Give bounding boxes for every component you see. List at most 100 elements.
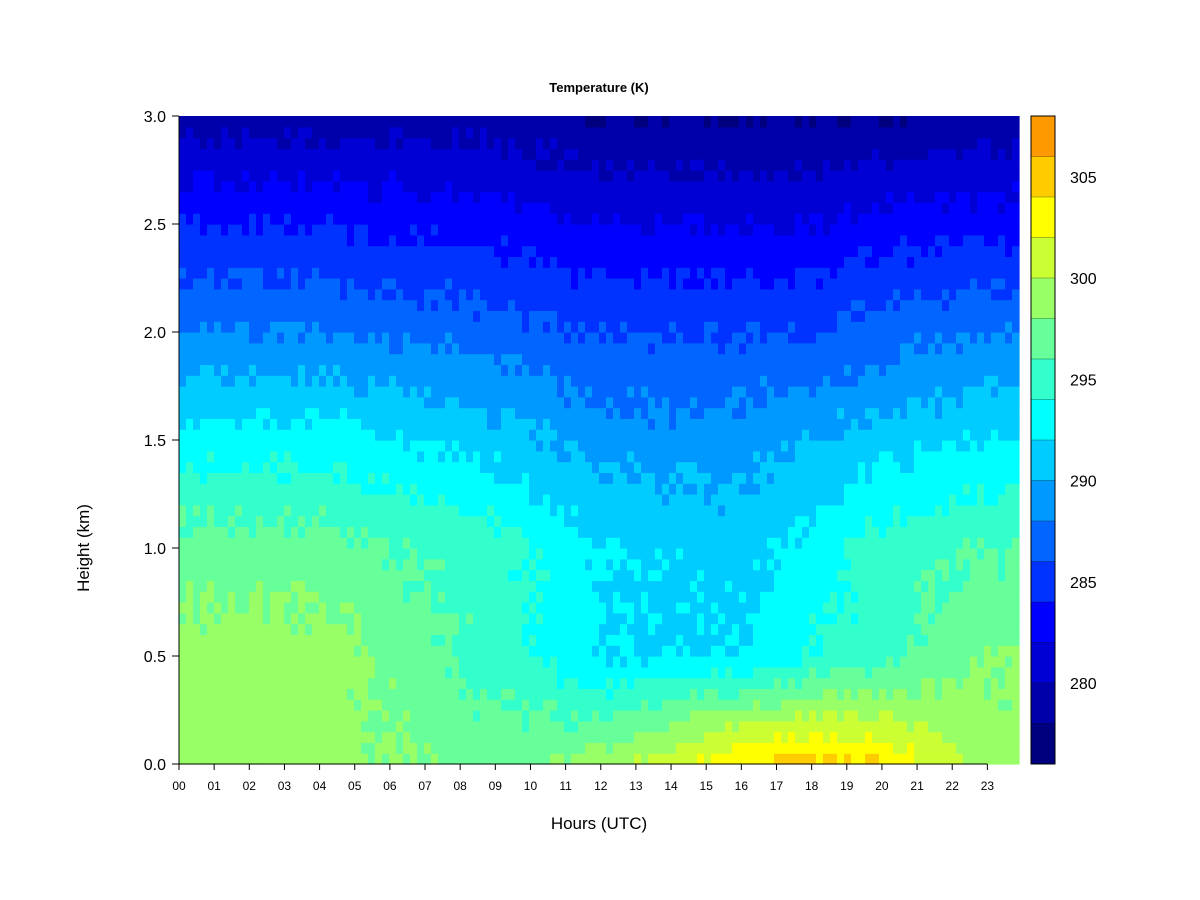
- heat-cell: [676, 321, 684, 333]
- heat-cell: [375, 591, 383, 603]
- heat-cell: [690, 137, 698, 149]
- heat-cell: [487, 429, 495, 441]
- heat-cell: [543, 450, 551, 463]
- heat-cell: [613, 526, 621, 538]
- heat-cell: [445, 386, 453, 398]
- heat-cell: [697, 126, 705, 139]
- heat-cell: [403, 213, 411, 225]
- heat-cell: [326, 116, 334, 128]
- heat-cell: [718, 656, 726, 668]
- heat-cell: [669, 267, 677, 279]
- heat-cell: [690, 126, 698, 139]
- heat-cell: [179, 353, 187, 365]
- heat-cell: [312, 634, 320, 646]
- heat-cell: [340, 753, 348, 765]
- heat-cell: [746, 580, 754, 592]
- heat-cell: [697, 288, 705, 301]
- heat-cell: [410, 256, 418, 268]
- heat-cell: [200, 126, 208, 139]
- heat-cell: [585, 224, 593, 236]
- heat-cell: [256, 731, 264, 743]
- heat-cell: [508, 461, 516, 473]
- heat-cell: [270, 213, 278, 225]
- heat-cell: [368, 299, 376, 311]
- heat-cell: [438, 623, 446, 635]
- heat-cell: [676, 202, 684, 214]
- heat-cell: [557, 267, 565, 279]
- heat-cell: [368, 591, 376, 603]
- heat-cell: [424, 407, 432, 419]
- heat-cell: [368, 558, 376, 571]
- heat-cell: [578, 278, 586, 290]
- heat-cell: [277, 256, 285, 268]
- heat-cell: [284, 180, 292, 193]
- heat-cell: [417, 753, 425, 765]
- heat-cell: [375, 310, 383, 322]
- heat-cell: [746, 224, 754, 236]
- heat-cell: [662, 699, 670, 711]
- heat-cell: [718, 666, 726, 679]
- heat-cell: [256, 612, 264, 625]
- heat-cell: [319, 504, 327, 517]
- heat-cell: [690, 677, 698, 689]
- heat-cell: [452, 310, 460, 322]
- heat-cell: [186, 170, 194, 182]
- heat-cell: [522, 321, 530, 333]
- heat-cell: [424, 418, 432, 430]
- heat-cell: [578, 353, 586, 365]
- heat-cell: [508, 159, 516, 171]
- heat-cell: [200, 440, 208, 452]
- heat-cell: [662, 731, 670, 743]
- heat-cell: [718, 623, 726, 635]
- heat-cell: [585, 299, 593, 311]
- heat-cell: [403, 396, 411, 409]
- heat-cell: [655, 472, 663, 484]
- heat-cell: [396, 407, 404, 419]
- heat-cell: [494, 602, 502, 614]
- heat-cell: [200, 602, 208, 614]
- heat-cell: [536, 137, 544, 149]
- heat-cell: [417, 699, 425, 711]
- heat-cell: [284, 342, 292, 355]
- heat-cell: [347, 699, 355, 711]
- heat-cell: [634, 720, 642, 733]
- heat-cell: [753, 396, 761, 409]
- heat-cell: [690, 591, 698, 603]
- heat-cell: [655, 137, 663, 149]
- heat-cell: [522, 666, 530, 679]
- heat-cell: [361, 148, 369, 160]
- heat-cell: [305, 310, 313, 322]
- heat-cell: [508, 202, 516, 214]
- heat-cell: [340, 450, 348, 463]
- heat-cell: [438, 677, 446, 689]
- heat-cell: [277, 742, 285, 754]
- heat-cell: [515, 656, 523, 668]
- heat-cell: [739, 602, 747, 614]
- heat-cell: [403, 483, 411, 495]
- heat-cell: [592, 720, 600, 733]
- heat-cell: [718, 569, 726, 581]
- heat-cell: [452, 256, 460, 268]
- heat-cell: [732, 126, 740, 139]
- heat-cell: [543, 267, 551, 279]
- heat-cell: [697, 224, 705, 236]
- heat-cell: [718, 731, 726, 743]
- heat-cell: [452, 418, 460, 430]
- heat-cell: [634, 310, 642, 322]
- heat-cell: [522, 645, 530, 657]
- heat-cell: [389, 699, 397, 711]
- heat-cell: [508, 137, 516, 149]
- heat-cell: [501, 234, 509, 247]
- heat-cell: [480, 515, 488, 527]
- heat-cell: [326, 234, 334, 247]
- heat-cell: [249, 494, 257, 506]
- heat-cell: [361, 234, 369, 247]
- heat-cell: [291, 472, 299, 484]
- heat-cell: [263, 288, 271, 301]
- heat-cell: [634, 666, 642, 679]
- heat-cell: [669, 494, 677, 506]
- heat-cell: [228, 623, 236, 635]
- heat-cell: [718, 321, 726, 333]
- heat-cell: [494, 224, 502, 236]
- heat-cell: [340, 137, 348, 149]
